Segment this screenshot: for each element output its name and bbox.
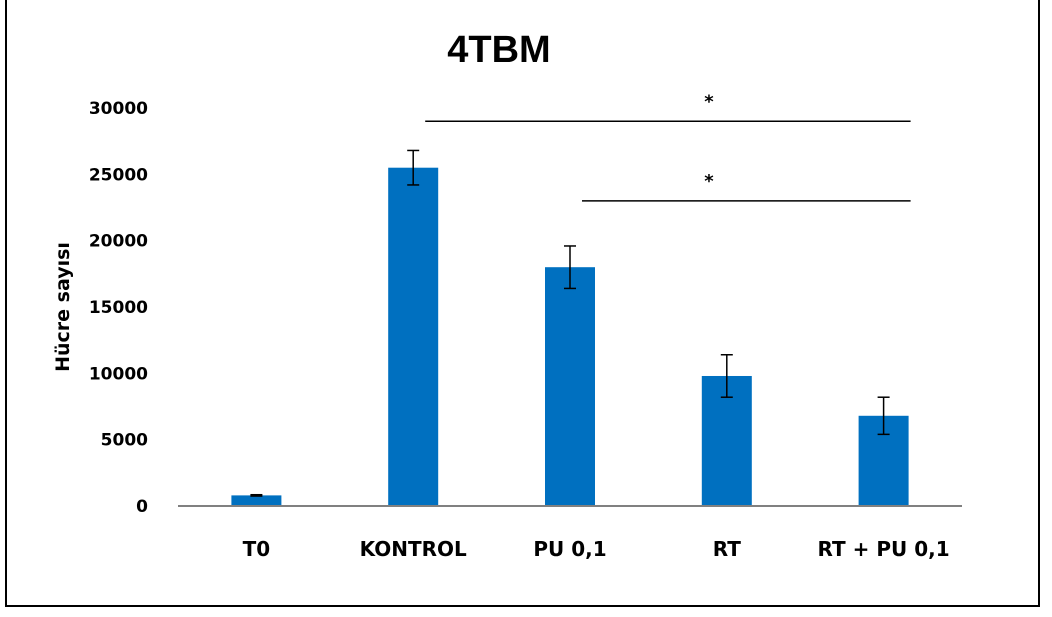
y-ticks: 0 5000 10000 15000 20000 25000 30000: [89, 99, 148, 517]
significance-bracket: *: [425, 91, 911, 123]
bar: [388, 167, 439, 506]
x-tick-label: KONTROL: [360, 537, 467, 561]
bar: [231, 495, 282, 506]
x-tick-label: RT: [713, 537, 742, 561]
significance-star: *: [704, 171, 714, 192]
x-tick-label: PU 0,1: [533, 537, 606, 561]
y-tick-label: 5000: [101, 431, 148, 451]
y-tick-label: 0: [136, 497, 148, 517]
y-tick-label: 30000: [89, 99, 148, 119]
bars: [231, 167, 909, 506]
error-bar: [250, 493, 263, 497]
y-tick-label: 10000: [89, 364, 148, 384]
error-bar: [720, 354, 733, 398]
y-tick-label: 15000: [89, 298, 148, 318]
y-tick-label: 20000: [89, 232, 148, 252]
x-tick-labels: T0 KONTROL PU 0,1 RT RT + PU 0,1: [243, 537, 950, 561]
error-bar: [877, 396, 890, 436]
x-tick-label: RT + PU 0,1: [818, 537, 950, 561]
significance-brackets: **: [425, 91, 911, 202]
y-axis-label: Hücre sayısı: [52, 242, 74, 372]
error-bars: [250, 149, 890, 497]
chart-title: 4TBM: [447, 29, 550, 71]
error-bar: [407, 149, 420, 186]
error-bar: [564, 245, 576, 290]
y-tick-label: 25000: [89, 165, 148, 185]
significance-bracket: *: [582, 171, 911, 202]
bar: [545, 267, 595, 506]
x-tick-label: T0: [243, 537, 271, 561]
significance-star: *: [704, 91, 714, 112]
